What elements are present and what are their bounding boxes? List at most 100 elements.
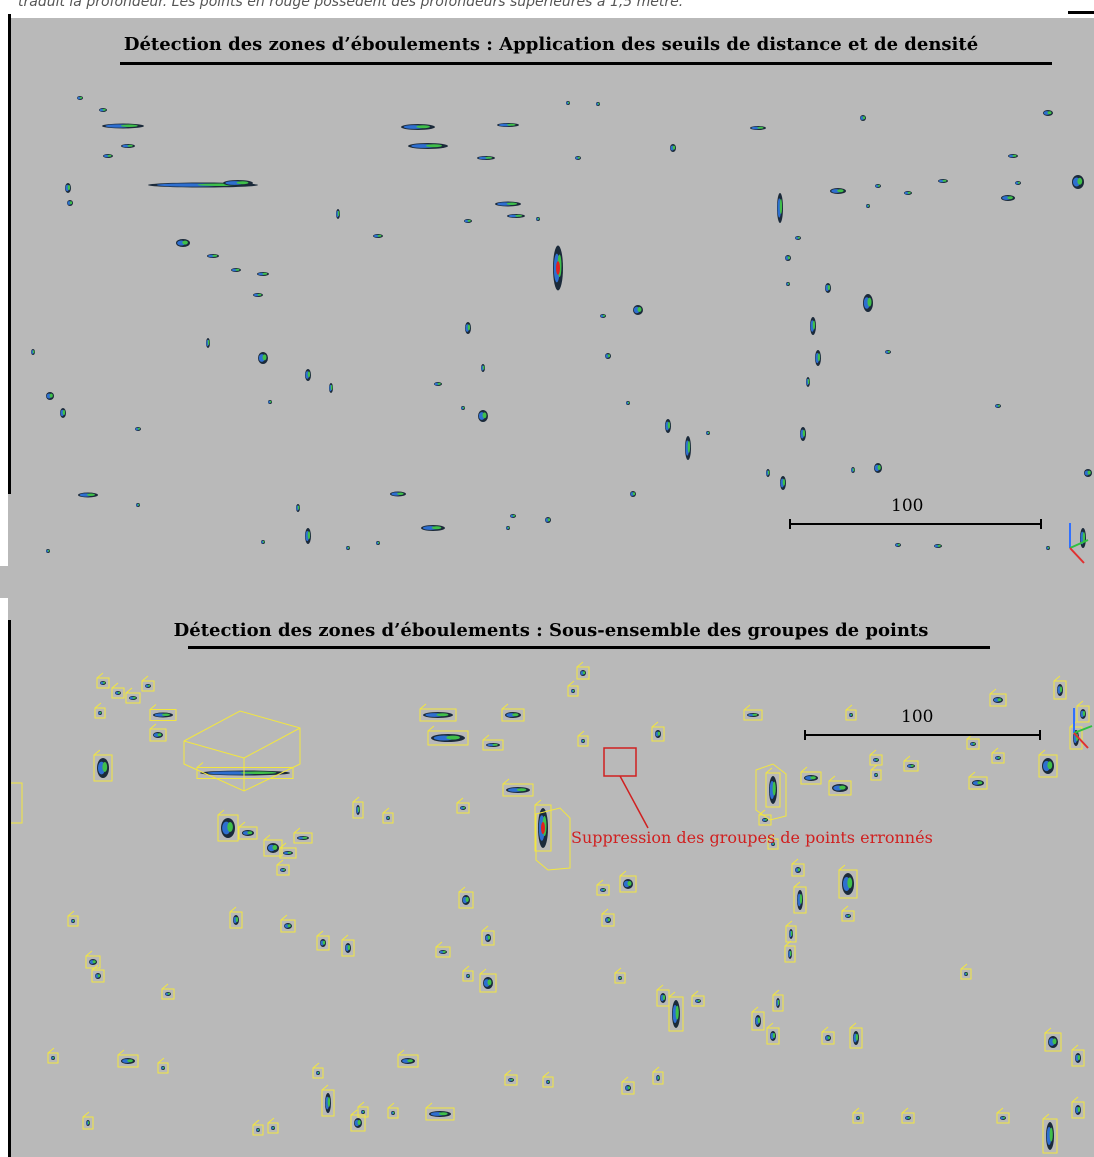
cluster-green	[627, 881, 632, 886]
point-cluster	[460, 806, 466, 810]
point-cluster	[136, 503, 140, 507]
top-scale-label: 100	[891, 496, 924, 516]
cluster-green	[802, 429, 806, 437]
bounding-box-edge	[577, 730, 585, 737]
bounding-box-edge	[614, 967, 622, 974]
point-cluster	[1043, 110, 1053, 116]
cluster-green	[87, 493, 95, 496]
point-cluster	[885, 350, 891, 354]
bounding-box-edge	[397, 1049, 405, 1056]
bounding-box	[458, 891, 474, 909]
bounding-box	[785, 925, 797, 943]
cluster-green	[607, 918, 611, 922]
point-cluster	[630, 491, 636, 497]
bounding-box	[280, 919, 296, 933]
point-cluster	[810, 317, 816, 335]
bounding-box-edge	[800, 766, 808, 773]
bounding-box-edge	[111, 682, 119, 689]
cluster-green	[807, 379, 810, 384]
cluster-green	[537, 217, 540, 220]
point-cluster	[1084, 469, 1092, 477]
bounding-box	[601, 913, 615, 927]
cluster-green	[777, 1000, 780, 1005]
bounding-box	[456, 802, 470, 814]
cluster-green	[157, 733, 162, 737]
bounding-box	[1069, 726, 1083, 750]
point-cluster	[770, 1031, 776, 1041]
cluster-green	[907, 191, 911, 194]
cluster-green	[627, 401, 630, 404]
bounding-box-edge	[312, 1062, 320, 1069]
point-cluster	[297, 836, 309, 840]
bounding-box-edge	[321, 1084, 329, 1091]
cluster-green	[767, 470, 770, 475]
point-cluster	[477, 156, 495, 160]
point-cluster	[464, 219, 472, 223]
cluster-green	[436, 713, 449, 717]
cluster-green	[867, 297, 872, 307]
point-cluster	[970, 742, 976, 746]
bounding-box-edge	[901, 1107, 909, 1114]
point-cluster	[860, 115, 866, 121]
cluster-green	[272, 845, 278, 850]
point-cluster	[67, 200, 73, 206]
cluster-green	[462, 806, 466, 809]
point-cluster	[546, 1080, 550, 1084]
point-cluster	[510, 514, 516, 518]
point-cluster	[849, 713, 853, 717]
point-cluster	[874, 773, 878, 777]
point-cluster	[815, 350, 821, 366]
bounding-box-edge	[350, 1109, 358, 1116]
bounding-box-edge	[316, 930, 324, 937]
bounding-box-edge	[425, 1102, 433, 1109]
point-cluster	[695, 999, 701, 1003]
point-cluster	[795, 236, 801, 240]
point-cluster	[77, 96, 83, 100]
bounding-box	[621, 1081, 635, 1095]
cluster-green	[227, 822, 233, 832]
bounding-box-edge	[238, 821, 246, 828]
bounding-box	[1071, 1049, 1085, 1067]
cluster-green	[515, 214, 523, 217]
point-cluster	[766, 469, 770, 477]
cluster-green	[442, 950, 446, 953]
point-cluster	[873, 758, 879, 762]
point-cluster	[1046, 1122, 1054, 1150]
bounding-box	[85, 955, 101, 969]
bounding-box	[651, 726, 665, 742]
cluster-green	[837, 189, 844, 193]
cluster-green	[582, 671, 586, 675]
cluster-green	[357, 807, 360, 812]
point-cluster	[390, 491, 406, 497]
point-cluster	[655, 730, 661, 738]
point-cluster	[462, 895, 470, 905]
point-cluster	[633, 305, 643, 315]
point-cluster	[1000, 1116, 1006, 1120]
point-cluster	[851, 467, 855, 473]
top-panel-left-rule	[8, 14, 11, 494]
cluster-green	[877, 465, 881, 470]
bounding-box	[793, 886, 807, 914]
cluster-green	[235, 268, 240, 271]
cluster-green	[1087, 470, 1091, 475]
cluster-green	[787, 256, 791, 260]
bounding-box	[141, 680, 155, 692]
bounding-box	[1042, 1118, 1058, 1154]
cluster-green	[1047, 761, 1053, 770]
bounding-box-edge	[652, 1066, 660, 1073]
cluster-green	[482, 365, 485, 370]
cluster-green	[687, 440, 691, 453]
cluster-green	[235, 917, 239, 922]
point-cluster	[89, 959, 97, 965]
cluster-green	[282, 868, 286, 871]
point-cluster	[103, 154, 113, 158]
point-cluster	[1072, 175, 1084, 189]
bounding-box	[117, 1054, 139, 1068]
cluster-green	[127, 144, 133, 147]
cluster-green	[117, 691, 121, 694]
cluster-green	[482, 412, 487, 419]
bounding-box	[462, 970, 474, 982]
bounding-box-edge	[621, 1076, 629, 1083]
bounding-box-edge	[117, 1049, 125, 1056]
point-cluster	[656, 1075, 660, 1081]
